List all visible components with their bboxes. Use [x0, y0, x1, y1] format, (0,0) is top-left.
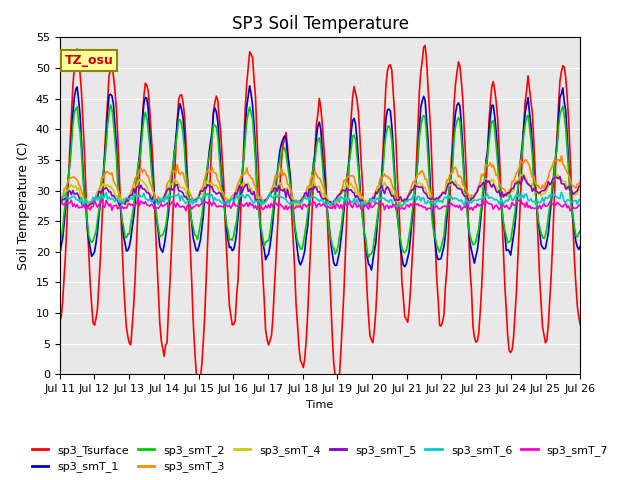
sp3_smT_3 — [86, 208, 94, 214]
sp3_smT_1 — [237, 185, 245, 191]
sp3_smT_2 — [550, 172, 558, 178]
sp3_smT_3 — [56, 202, 63, 208]
sp3_smT_2 — [107, 102, 115, 108]
Y-axis label: Soil Temperature (C): Soil Temperature (C) — [17, 142, 30, 270]
sp3_smT_7 — [566, 208, 574, 214]
sp3_Tsurface — [550, 200, 558, 206]
Line: sp3_smT_2: sp3_smT_2 — [60, 105, 580, 258]
Line: sp3_smT_4: sp3_smT_4 — [60, 174, 580, 206]
sp3_smT_2 — [577, 228, 584, 234]
sp3_smT_5 — [121, 201, 129, 207]
sp3_Tsurface — [194, 383, 202, 389]
sp3_Tsurface — [577, 322, 584, 327]
sp3_smT_6 — [211, 195, 219, 201]
sp3_smT_3 — [285, 183, 292, 189]
sp3_smT_7 — [56, 203, 63, 208]
sp3_smT_6 — [284, 200, 291, 205]
Legend: sp3_Tsurface, sp3_smT_1, sp3_smT_2, sp3_smT_3, sp3_smT_4, sp3_smT_5, sp3_smT_6, : sp3_Tsurface, sp3_smT_1, sp3_smT_2, sp3_… — [28, 441, 612, 477]
Line: sp3_smT_3: sp3_smT_3 — [60, 156, 580, 211]
sp3_smT_1 — [577, 243, 584, 249]
sp3_smT_4 — [285, 192, 292, 197]
sp3_smT_4 — [212, 183, 220, 189]
sp3_smT_3 — [577, 179, 584, 184]
sp3_Tsurface — [230, 322, 237, 327]
sp3_smT_5 — [212, 191, 220, 197]
sp3_smT_7 — [577, 203, 584, 208]
sp3_Tsurface — [239, 174, 246, 180]
sp3_smT_7 — [230, 199, 237, 205]
sp3_smT_1 — [120, 233, 127, 239]
sp3_smT_3 — [549, 162, 557, 168]
sp3_smT_6 — [56, 199, 63, 204]
sp3_smT_5 — [520, 173, 527, 179]
sp3_smT_3 — [121, 201, 129, 207]
sp3_smT_2 — [239, 167, 246, 172]
sp3_Tsurface — [212, 93, 220, 99]
sp3_smT_3 — [230, 192, 237, 198]
sp3_smT_3 — [239, 172, 246, 178]
sp3_smT_6 — [549, 192, 557, 197]
sp3_smT_7 — [134, 196, 142, 202]
sp3_smT_6 — [577, 197, 584, 203]
sp3_smT_3 — [557, 153, 565, 159]
sp3_smT_4 — [230, 193, 237, 199]
sp3_smT_1 — [211, 105, 219, 111]
X-axis label: Time: Time — [307, 400, 333, 409]
sp3_smT_7 — [285, 204, 292, 210]
sp3_smT_2 — [121, 233, 129, 239]
sp3_smT_3 — [212, 171, 220, 177]
sp3_smT_5 — [239, 189, 246, 195]
sp3_smT_6 — [323, 204, 330, 210]
Line: sp3_smT_6: sp3_smT_6 — [60, 192, 580, 207]
sp3_smT_6 — [557, 190, 565, 195]
sp3_smT_2 — [285, 172, 292, 178]
sp3_smT_6 — [237, 192, 245, 198]
sp3_smT_1 — [246, 83, 253, 89]
Line: sp3_smT_7: sp3_smT_7 — [60, 199, 580, 211]
sp3_smT_4 — [86, 203, 94, 209]
sp3_Tsurface — [120, 279, 127, 285]
sp3_smT_4 — [56, 198, 63, 204]
sp3_smT_2 — [56, 239, 63, 244]
sp3_smT_2 — [212, 124, 220, 130]
sp3_Tsurface — [56, 318, 63, 324]
sp3_smT_1 — [228, 248, 236, 253]
sp3_smT_6 — [120, 200, 127, 206]
sp3_smT_5 — [550, 176, 558, 181]
Line: sp3_smT_5: sp3_smT_5 — [60, 176, 580, 207]
sp3_smT_1 — [56, 252, 63, 257]
sp3_smT_5 — [83, 204, 91, 210]
Title: SP3 Soil Temperature: SP3 Soil Temperature — [232, 15, 408, 33]
sp3_smT_5 — [285, 192, 292, 198]
sp3_smT_4 — [520, 171, 527, 177]
sp3_smT_4 — [239, 181, 246, 187]
sp3_smT_7 — [120, 206, 127, 212]
sp3_smT_7 — [239, 202, 246, 207]
sp3_smT_7 — [549, 202, 557, 207]
sp3_smT_1 — [367, 267, 375, 273]
sp3_smT_4 — [550, 175, 558, 180]
sp3_smT_2 — [365, 255, 372, 261]
Line: sp3_smT_1: sp3_smT_1 — [60, 86, 580, 270]
sp3_smT_4 — [577, 186, 584, 192]
sp3_smT_5 — [577, 183, 584, 189]
Text: TZ_osu: TZ_osu — [65, 54, 114, 67]
sp3_smT_2 — [230, 233, 237, 239]
sp3_smT_5 — [56, 196, 63, 202]
sp3_smT_1 — [285, 160, 292, 166]
sp3_smT_4 — [121, 197, 129, 203]
sp3_smT_7 — [212, 204, 220, 209]
sp3_Tsurface — [421, 43, 429, 48]
sp3_Tsurface — [285, 163, 292, 169]
Line: sp3_Tsurface: sp3_Tsurface — [60, 46, 580, 386]
sp3_smT_5 — [230, 197, 237, 203]
sp3_smT_6 — [228, 196, 236, 202]
sp3_smT_1 — [550, 166, 558, 172]
